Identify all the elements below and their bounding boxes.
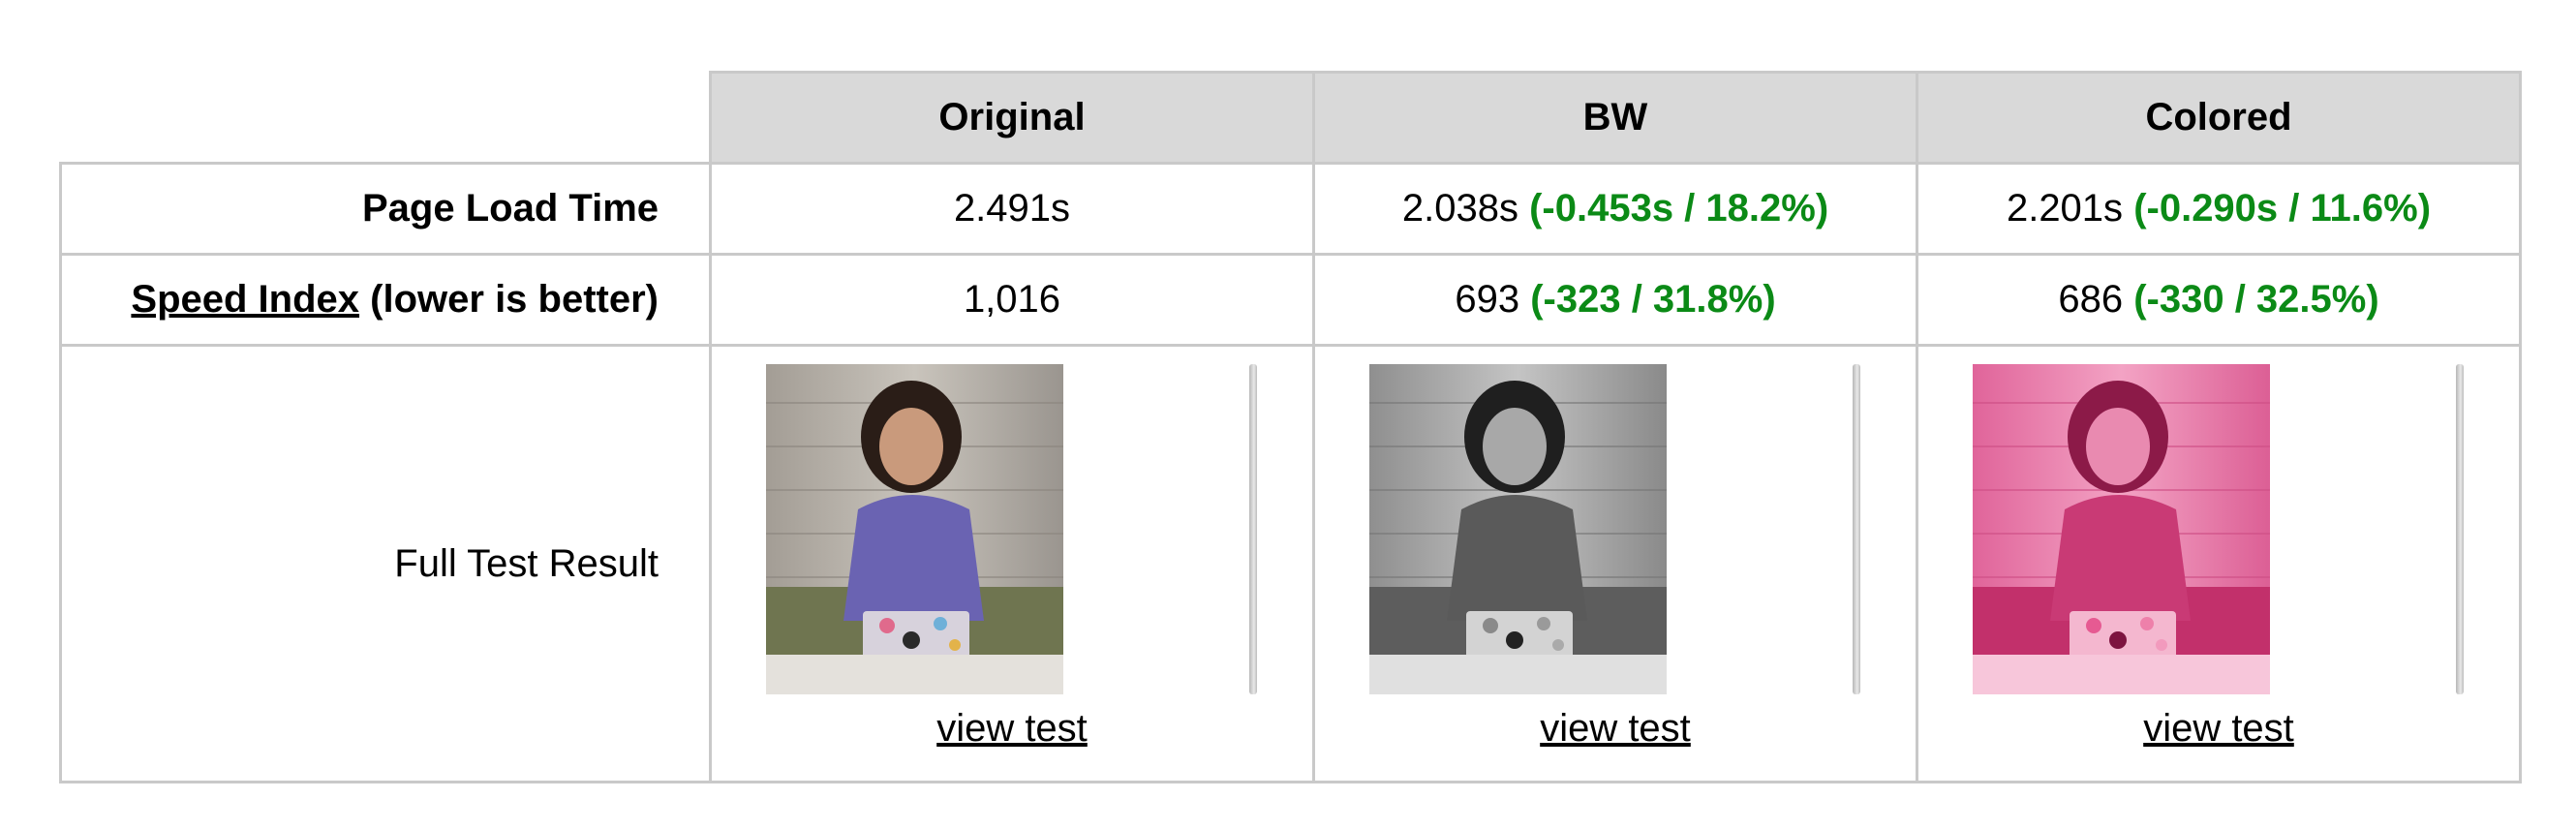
header-row: Original BW Colored (60, 71, 2522, 165)
speed-index-colored-delta: (-330 / 32.5%) (2133, 278, 2379, 321)
column-header-bw: BW (1312, 71, 1918, 165)
screenshot-thumbnail-colored[interactable] (1973, 364, 2270, 694)
table-row-full-test-result: Full Test Result (59, 344, 2522, 783)
full-test-original-cell: view test (709, 344, 1315, 783)
column-header-original: Original (709, 71, 1315, 165)
corner-cell (60, 72, 712, 165)
row-label-full-test-result: Full Test Result (59, 344, 712, 783)
row-label-speed-index: Speed Index (lower is better) (59, 253, 712, 347)
speed-index-original-cell: 1,016 (709, 253, 1315, 347)
speed-index-bw-cell: 693 (-323 / 31.8%) (1312, 253, 1918, 347)
page-load-original-value: 2.491s (953, 187, 1071, 230)
scrollbar-colored[interactable] (2456, 364, 2464, 694)
column-header-colored: Colored (1916, 71, 2522, 165)
full-test-bw-cell: view test (1312, 344, 1918, 783)
view-test-link-original[interactable]: view test (936, 707, 1088, 750)
page-load-colored-cell: 2.201s (-0.290s / 11.6%) (1916, 162, 2522, 256)
row-label-page-load-time: Page Load Time (59, 162, 712, 256)
table-row-speed-index: Speed Index (lower is better) 1,016 693 … (59, 253, 2522, 347)
page-load-original-cell: 2.491s (709, 162, 1315, 256)
page-load-colored-delta: (-0.290s / 11.6%) (2133, 187, 2432, 230)
speed-index-suffix: (lower is better) (370, 278, 659, 321)
page-load-bw-delta: (-0.453s / 18.2%) (1529, 187, 1829, 230)
view-test-link-colored[interactable]: view test (2143, 707, 2294, 750)
speed-index-colored-cell: 686 (-330 / 32.5%) (1916, 253, 2522, 347)
screenshot-thumbnail-bw[interactable] (1369, 364, 1667, 694)
screenshot-thumbnail-original[interactable] (766, 364, 1063, 694)
speed-index-original-value: 1,016 (963, 278, 1061, 321)
speed-index-colored-value: 686 (2058, 278, 2124, 321)
page-load-bw-value: 2.038s (1401, 187, 1518, 230)
speed-index-bw-delta: (-323 / 31.8%) (1530, 278, 1776, 321)
view-test-link-bw[interactable]: view test (1540, 707, 1691, 750)
scrollbar-bw[interactable] (1853, 364, 1860, 694)
table-row-page-load-time: Page Load Time 2.491s 2.038s (-0.453s / … (59, 162, 2522, 256)
full-test-colored-cell: view test (1916, 344, 2522, 783)
speed-index-bw-value: 693 (1455, 278, 1520, 321)
results-table: Original BW Colored Page Load Time 2.491… (59, 71, 2522, 783)
scrollbar-original[interactable] (1249, 364, 1257, 694)
page-load-colored-value: 2.201s (2006, 187, 2124, 230)
page-load-bw-cell: 2.038s (-0.453s / 18.2%) (1312, 162, 1918, 256)
speed-index-link[interactable]: Speed Index (131, 278, 360, 321)
